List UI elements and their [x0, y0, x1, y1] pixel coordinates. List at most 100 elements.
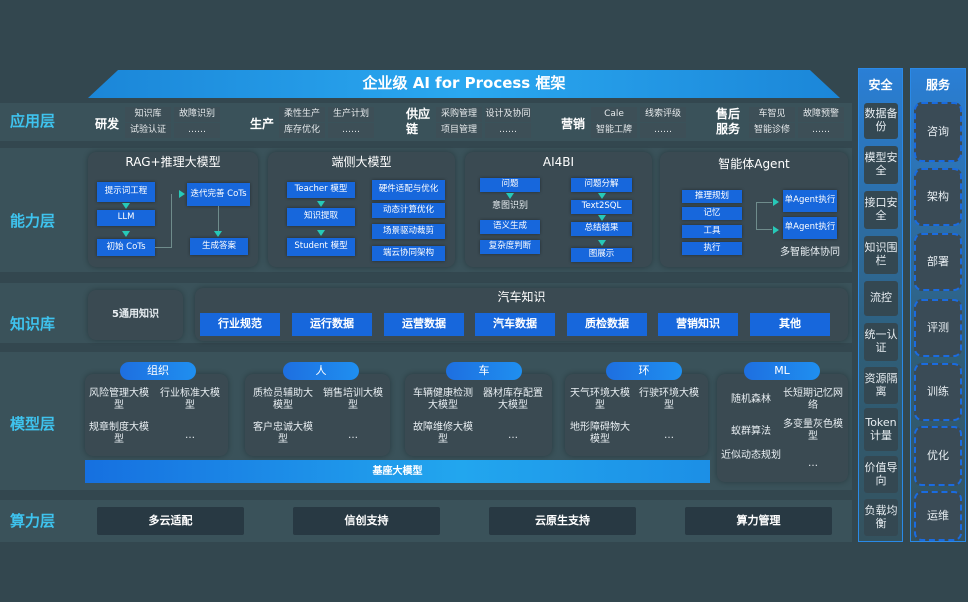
- box-edge-item: 场景驱动裁剪: [372, 224, 445, 239]
- arrow-down-icon: [598, 240, 606, 246]
- box-initial-cots: 初始 CoTs: [97, 239, 155, 256]
- panel-agent: 智能体Agent 推理规划 记忆 工具 执行 单Agent执行 单Agent执行…: [660, 152, 848, 267]
- model-item: 故障维修大模型: [413, 422, 473, 445]
- app-group-rd: 研发: [95, 117, 120, 131]
- arrow-right-icon: [179, 190, 185, 198]
- app-item[interactable]: 智能工牌: [591, 123, 637, 138]
- box-edge-item: 硬件适配与优化: [372, 180, 445, 200]
- box-memory: 记忆: [682, 207, 742, 220]
- model-category-vehicle: 车: [446, 362, 522, 380]
- model-category-ml: ML: [744, 362, 820, 380]
- app-group-production: 生产: [250, 117, 275, 131]
- app-item[interactable]: 生产计划: [328, 107, 374, 122]
- service-item: 优化: [914, 426, 962, 486]
- service-item: 运维: [914, 491, 962, 541]
- box-chart: 图展示: [571, 248, 632, 262]
- security-column: 安全 数据备份 模型安全 接口安全 知识围栏 流控 统一认证 资源隔离 Toke…: [858, 68, 903, 542]
- model-panel-people: 质检员辅助大模型 销售培训大模型 客户忠诚大模型 …: [245, 374, 390, 456]
- security-item: 模型安全: [864, 146, 898, 184]
- compute-item: 信创支持: [293, 507, 440, 535]
- model-category-org: 组织: [120, 362, 196, 380]
- app-item[interactable]: 线索评级: [640, 107, 686, 122]
- app-item[interactable]: ……: [798, 123, 844, 138]
- app-item[interactable]: ……: [485, 123, 531, 138]
- connector: [218, 206, 219, 236]
- box-distill: 知识提取: [287, 208, 355, 226]
- knowledge-item[interactable]: 运营数据: [384, 313, 464, 336]
- app-item[interactable]: Cale: [591, 107, 637, 122]
- box-semantic: 语义生成: [480, 220, 540, 234]
- knowledge-item[interactable]: 运行数据: [292, 313, 372, 336]
- layer-label-knowledge: 知识库: [10, 315, 56, 333]
- model-item: 地形障碍物大模型: [570, 422, 630, 445]
- box-edge-item: 端云协同架构: [372, 246, 445, 261]
- box-prompt: 提示词工程: [97, 182, 155, 202]
- box-summary: 总结结果: [571, 222, 632, 236]
- knowledge-item[interactable]: 行业规范: [200, 313, 280, 336]
- app-item[interactable]: ……: [640, 123, 686, 138]
- text-intent: 意图识别: [491, 200, 528, 211]
- app-item[interactable]: ……: [174, 123, 220, 138]
- knowledge-item[interactable]: 汽车数据: [475, 313, 555, 336]
- app-item[interactable]: 故障预警: [798, 107, 844, 122]
- app-item[interactable]: 知识库: [125, 107, 171, 122]
- app-item[interactable]: 车智见: [749, 107, 795, 122]
- model-item: 行驶环境大模型: [639, 388, 699, 411]
- service-column: 服务 咨询 架构 部署 评测 训练 优化 运维: [910, 68, 966, 542]
- security-title: 安全: [868, 78, 893, 92]
- app-item[interactable]: 项目管理: [436, 123, 482, 138]
- security-item: 统一认证: [864, 323, 898, 361]
- security-item: 负载均衡: [864, 499, 898, 536]
- app-item[interactable]: 采购管理: [436, 107, 482, 122]
- security-item: 接口安全: [864, 191, 898, 229]
- box-execute: 执行: [682, 242, 742, 255]
- model-item: 随机森林: [731, 394, 771, 405]
- app-item[interactable]: 智能诊修: [749, 123, 795, 138]
- app-item[interactable]: 故障识别: [174, 107, 220, 122]
- box-teacher: Teacher 模型: [287, 182, 355, 198]
- app-item[interactable]: ……: [328, 123, 374, 138]
- model-item: 器材库存配置大模型: [483, 388, 543, 411]
- box-question: 问题: [480, 178, 540, 192]
- connector: [171, 194, 172, 248]
- app-item[interactable]: 柔性生产: [279, 107, 325, 122]
- arrow-down-icon: [506, 193, 514, 199]
- connector: [155, 247, 171, 248]
- arrow-down-icon: [214, 231, 222, 237]
- model-item: …: [508, 430, 518, 441]
- box-decompose: 问题分解: [571, 178, 632, 192]
- panel-rag: RAG+推理大模型 提示词工程 LLM 初始 CoTs 迭代完善 CoTs 生成…: [88, 152, 258, 267]
- knowledge-item[interactable]: 质检数据: [567, 313, 647, 336]
- knowledge-item[interactable]: 营销知识: [658, 313, 738, 336]
- model-item: 客户忠诚大模型: [253, 422, 313, 445]
- arrow-right-icon: [773, 226, 779, 234]
- app-item[interactable]: 试验认证: [125, 123, 171, 138]
- knowledge-item[interactable]: 其他: [750, 313, 830, 336]
- app-group-aftersales: 售后服务: [716, 107, 741, 136]
- service-title: 服务: [925, 78, 950, 92]
- connector: [756, 202, 772, 230]
- arrow-down-icon: [122, 203, 130, 209]
- box-edge-item: 动态计算优化: [372, 203, 445, 218]
- security-item: Token计量: [864, 408, 898, 451]
- model-category-env: 环: [606, 362, 682, 380]
- box-tools: 工具: [682, 225, 742, 238]
- app-item[interactable]: 设计及协同: [485, 107, 531, 122]
- box-complexity: 复杂度判断: [480, 240, 540, 254]
- security-item: 知识围栏: [864, 236, 898, 274]
- model-category-people: 人: [283, 362, 359, 380]
- base-model-bar: 基座大模型: [85, 460, 710, 483]
- panel-title: 汽车知识: [497, 290, 546, 304]
- model-item: …: [185, 430, 195, 441]
- panel-title: 端侧大模型: [331, 155, 392, 169]
- general-knowledge: 5通用知识: [88, 290, 183, 340]
- layer-label-model: 模型层: [10, 415, 56, 433]
- page-title: 企业级 AI for Process 框架: [88, 70, 840, 98]
- app-item[interactable]: 库存优化: [279, 123, 325, 138]
- service-item: 架构: [914, 168, 962, 226]
- service-item: 咨询: [914, 102, 962, 162]
- security-item: 流控: [864, 281, 898, 316]
- model-item: 风险管理大模型: [89, 388, 149, 411]
- security-item: 数据备份: [864, 103, 898, 139]
- arrow-right-icon: [773, 198, 779, 206]
